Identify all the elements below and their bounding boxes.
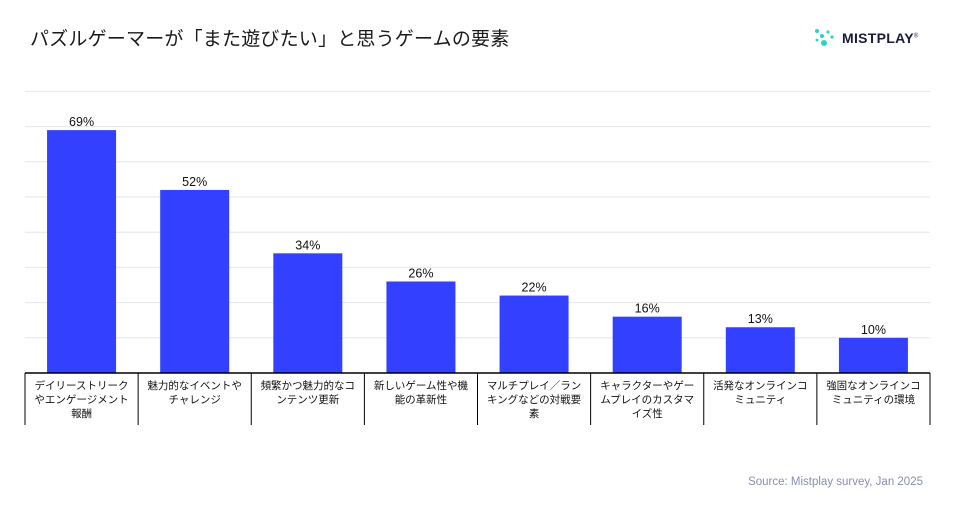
data-label: 52%: [182, 175, 207, 189]
category-label-line: ムプレイのカスタマ: [600, 394, 694, 406]
category-label-line: やエンゲージメント: [34, 394, 128, 406]
chart-title: パズルゲーマーが「また遊びたい」と思うゲームの要素: [30, 28, 510, 50]
bar: [47, 130, 117, 373]
bar: [499, 295, 569, 373]
data-label: 34%: [295, 238, 320, 252]
mistplay-dots-icon: [815, 29, 834, 46]
data-label: 69%: [69, 115, 94, 129]
category-label-line: ミュニティの環境: [832, 393, 915, 406]
category-label-line: 素: [529, 407, 540, 420]
category-label-line: キングなどの対戦要: [487, 393, 581, 406]
category-label-line: 能の革新性: [395, 393, 448, 406]
category-label-line: チャレンジ: [168, 394, 220, 406]
category-label-line: キャラクターやゲー: [600, 380, 694, 392]
source-note: Source: Mistplay survey, Jan 2025: [748, 476, 923, 488]
category-label-line: イズ性: [632, 407, 663, 420]
category-label: デイリーストリークやエンゲージメント報酬: [34, 379, 128, 420]
bar: [612, 316, 682, 373]
logo-wordmark: MISTPLAY®: [842, 30, 919, 46]
category-label-line: 魅力的なイベントや: [147, 379, 242, 392]
data-label: 13%: [748, 312, 773, 326]
category-label-line: ミュニティ: [734, 394, 786, 406]
category-label-line: 強固なオンラインコ: [826, 379, 921, 392]
category-label: 活発なオンラインコミュニティ: [713, 379, 808, 406]
category-label: マルチプレイ／ランキングなどの対戦要素: [487, 380, 582, 420]
data-label: 16%: [635, 302, 660, 316]
category-label-line: 活発なオンラインコ: [713, 379, 808, 392]
mistplay-logo: MISTPLAY®: [814, 27, 919, 49]
category-label: 強固なオンラインコミュニティの環境: [826, 379, 921, 406]
bar: [160, 189, 230, 373]
category-label-line: マルチプレイ／ラン: [487, 380, 582, 392]
category-label-line: デイリーストリーク: [35, 379, 129, 392]
category-label: 魅力的なイベントやチャレンジ: [147, 379, 242, 406]
bar: [273, 253, 343, 373]
bar: [725, 327, 795, 373]
category-label-line: 報酬: [71, 408, 92, 420]
bar: [838, 337, 908, 373]
data-label: 10%: [861, 323, 886, 337]
category-label: キャラクターやゲームプレイのカスタマイズ性: [600, 380, 694, 420]
data-label: 26%: [408, 266, 433, 280]
bar: [386, 281, 456, 373]
data-label: 22%: [522, 281, 547, 295]
category-label: 頻繁かつ魅力的なコンテンツ更新: [261, 379, 356, 406]
category-label-line: ンテンツ更新: [276, 393, 339, 406]
category-label: 新しいゲーム性や機能の革新性: [374, 379, 469, 406]
category-label-line: 新しいゲーム性や機: [374, 379, 469, 392]
category-label-line: 頻繁かつ魅力的なコ: [261, 379, 356, 392]
